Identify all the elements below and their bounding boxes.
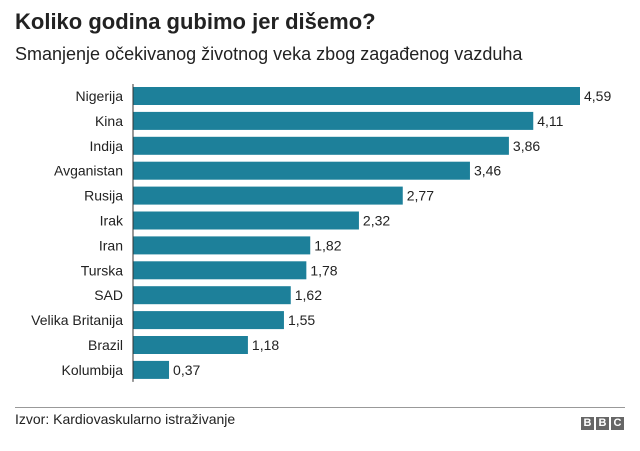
source-note: Izvor: Kardiovaskularno istraživanje [15,411,236,427]
value-label: 4,11 [537,113,563,129]
bar [133,211,359,230]
category-label: Kolumbija [62,362,124,378]
bar [133,286,291,305]
bbc-logo-block: B [581,417,594,430]
category-label: Velika Britanija [31,312,123,328]
value-label: 0,37 [173,362,200,378]
category-label: Brazil [88,337,123,353]
bar-chart: Nigerija 4,59 Kina 4,11 Indija 3,86 Avganistan… [31,84,611,382]
category-label: Iran [99,237,123,253]
bar [133,360,170,379]
value-label: 3,46 [474,163,501,179]
category-label: Irak [100,213,124,229]
value-label: 2,32 [363,213,390,229]
value-label: 2,77 [407,188,434,204]
value-label: 4,59 [584,88,611,104]
bar [133,186,403,205]
category-label: Avganistan [54,163,123,179]
bar [133,161,470,180]
value-label: 1,18 [252,337,279,353]
bbc-logo: B B C [581,417,624,430]
value-label: 1,78 [310,262,337,278]
bar [133,111,534,130]
bbc-logo-block: C [611,417,624,430]
bar [133,236,311,255]
bar [133,87,580,105]
chart-subtitle: Smanjenje očekivanog životnog veka zbog … [15,44,523,64]
category-label: Kina [95,113,123,129]
category-label: Rusija [84,188,123,204]
bbc-logo-block: B [596,417,609,430]
bar [133,261,307,280]
value-label: 1,62 [295,287,322,303]
category-label: Nigerija [76,88,124,104]
bar [133,311,284,330]
chart-title: Koliko godina gubimo jer dišemo? [15,9,376,34]
footer-divider [15,407,625,408]
category-label: Turska [81,262,123,278]
category-label: Indija [90,138,124,154]
bar [133,136,509,155]
value-label: 1,55 [288,312,315,328]
bar [133,336,248,354]
value-label: 1,82 [314,237,341,253]
category-label: SAD [94,287,123,303]
value-label: 3,86 [513,138,540,154]
